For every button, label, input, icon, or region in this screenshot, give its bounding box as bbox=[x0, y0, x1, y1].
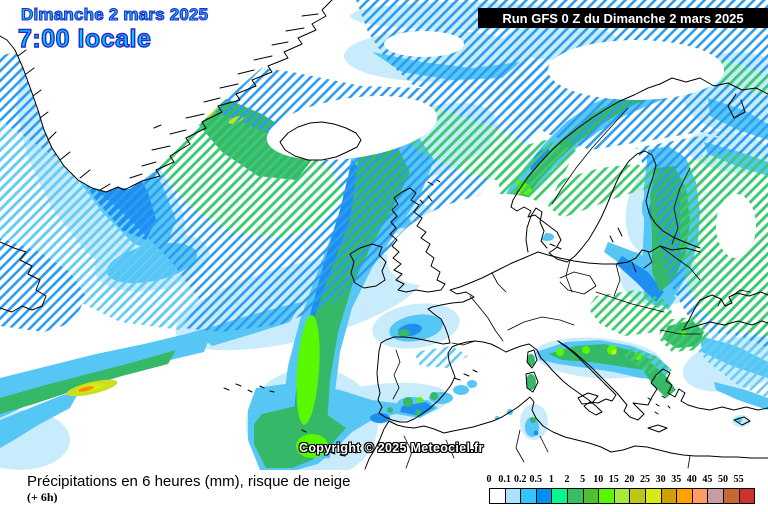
faroe-islands bbox=[427, 179, 441, 186]
legend-cell bbox=[677, 489, 693, 503]
jan-mayen bbox=[153, 124, 162, 129]
border-layer bbox=[392, 107, 751, 469]
greenland-east-coast bbox=[117, 0, 333, 191]
sardinia bbox=[525, 371, 539, 393]
map-area bbox=[0, 0, 768, 470]
sicily bbox=[577, 392, 599, 405]
weather-map bbox=[0, 0, 768, 470]
africa-north-coast bbox=[388, 396, 768, 459]
legend-tick: 45 bbox=[702, 474, 713, 485]
clear-sky-holes bbox=[0, 0, 756, 304]
shetland bbox=[419, 195, 433, 204]
legend-tick: 5 bbox=[580, 474, 586, 485]
ireland-coast bbox=[349, 243, 387, 289]
greenland-fjords bbox=[17, 13, 319, 191]
legend-tick: 10 bbox=[593, 474, 604, 485]
legend-tick: 20 bbox=[624, 474, 635, 485]
great-britain-coast bbox=[389, 187, 446, 293]
legend-cell bbox=[708, 489, 724, 503]
legend-cell bbox=[630, 489, 646, 503]
legend-tick: 2 bbox=[564, 474, 570, 485]
danish-islands bbox=[549, 243, 562, 250]
time-label: 7:00 locale bbox=[17, 24, 152, 53]
gotland bbox=[609, 227, 623, 243]
forecast-step-label: (+ 6h) bbox=[27, 490, 58, 504]
legend-cell bbox=[583, 489, 600, 503]
madeira bbox=[301, 429, 307, 433]
copyright-label: Copyright © 2025 Meteociel.fr bbox=[299, 441, 484, 455]
date-label: Dimanche 2 mars 2025 bbox=[20, 4, 209, 24]
legend-cell bbox=[614, 489, 631, 503]
corsica bbox=[526, 349, 538, 369]
legend-cell bbox=[739, 489, 755, 503]
baltic-south-coast bbox=[537, 245, 701, 265]
morocco-west-coast bbox=[364, 420, 390, 470]
legend-tick: 35 bbox=[671, 474, 682, 485]
legend-ticks: 0 0.1 0.2 0.5 1 2 5 10 15 20 25 30 35 40 45 50 55 bbox=[486, 474, 759, 486]
iceland-coast bbox=[279, 121, 362, 161]
legend-cell bbox=[490, 489, 506, 503]
legend-cell bbox=[505, 489, 522, 503]
legend-tick: 0.5 bbox=[529, 474, 543, 485]
europe-atlantic-med-coast bbox=[376, 251, 617, 423]
legend-cell bbox=[645, 489, 662, 503]
coastline-layer bbox=[0, 0, 768, 470]
legend-cell bbox=[567, 489, 584, 503]
map-caption: Précipitations en 6 heures (mm), risque … bbox=[27, 473, 351, 490]
legend-cell bbox=[599, 489, 615, 503]
greenland-west-coast bbox=[0, 35, 119, 193]
aegean-islands bbox=[647, 395, 671, 415]
azores bbox=[223, 383, 275, 393]
legend-tick: 50 bbox=[718, 474, 728, 485]
canary-islands bbox=[329, 450, 357, 457]
legend-cell bbox=[661, 489, 678, 503]
legend-tick: 25 bbox=[640, 474, 650, 485]
legend-cell bbox=[521, 489, 537, 503]
denmark-coast bbox=[525, 207, 548, 253]
legend-tick: 30 bbox=[655, 474, 666, 485]
legend-bar bbox=[489, 488, 756, 504]
precipitation-legend: 0 0.1 0.2 0.5 1 2 5 10 15 20 25 30 35 40 45 50 55 bbox=[482, 474, 764, 510]
legend-cell bbox=[536, 489, 553, 503]
legend-tick: 0.1 bbox=[498, 474, 511, 485]
crete bbox=[647, 424, 668, 433]
legend-tick: 15 bbox=[608, 474, 619, 485]
legend-tick: 40 bbox=[686, 474, 697, 485]
legend-tick: 0.2 bbox=[513, 474, 527, 485]
legend-cell bbox=[723, 489, 740, 503]
adriatic-balkan-coast bbox=[557, 340, 768, 421]
run-info-bar: Run GFS 0 Z du Dimanche 2 mars 2025 bbox=[478, 8, 768, 28]
white-sea bbox=[727, 93, 746, 119]
balearic-islands bbox=[453, 369, 478, 381]
barents-coast bbox=[671, 77, 768, 95]
legend-tick: 1 bbox=[548, 474, 554, 485]
black-sea-coast bbox=[681, 291, 768, 331]
newfoundland-coast bbox=[0, 241, 47, 313]
legend-cell bbox=[552, 489, 568, 503]
cyprus bbox=[733, 416, 751, 426]
legend-tick: 0 bbox=[486, 474, 492, 485]
run-info-label: Run GFS 0 Z du Dimanche 2 mars 2025 bbox=[502, 10, 744, 26]
legend-cell bbox=[692, 489, 709, 503]
legend-tick: 55 bbox=[733, 474, 744, 485]
